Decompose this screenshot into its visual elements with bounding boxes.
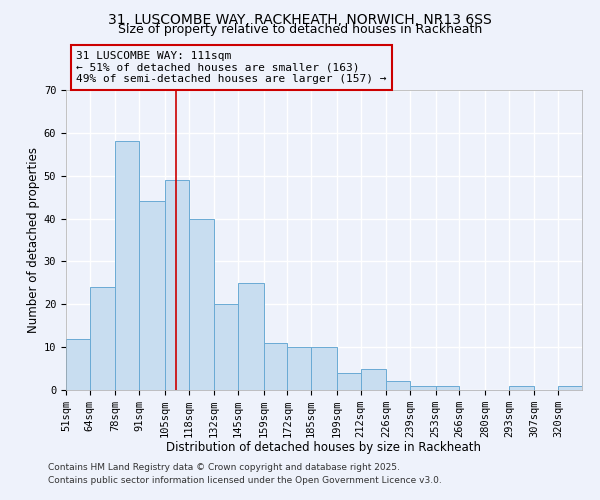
- Bar: [188, 218, 214, 390]
- Bar: [238, 283, 263, 390]
- Bar: [436, 386, 460, 390]
- Bar: [139, 202, 165, 390]
- Text: 31 LUSCOMBE WAY: 111sqm
← 51% of detached houses are smaller (163)
49% of semi-d: 31 LUSCOMBE WAY: 111sqm ← 51% of detache…: [76, 51, 387, 84]
- Text: Contains public sector information licensed under the Open Government Licence v3: Contains public sector information licen…: [48, 476, 442, 485]
- Bar: [165, 180, 188, 390]
- Bar: [263, 343, 287, 390]
- Bar: [410, 386, 436, 390]
- Bar: [558, 386, 582, 390]
- Text: Size of property relative to detached houses in Rackheath: Size of property relative to detached ho…: [118, 22, 482, 36]
- Bar: [214, 304, 238, 390]
- Y-axis label: Number of detached properties: Number of detached properties: [26, 147, 40, 333]
- Bar: [90, 287, 115, 390]
- Bar: [386, 382, 410, 390]
- X-axis label: Distribution of detached houses by size in Rackheath: Distribution of detached houses by size …: [167, 442, 482, 454]
- Bar: [66, 338, 90, 390]
- Bar: [337, 373, 361, 390]
- Text: 31, LUSCOMBE WAY, RACKHEATH, NORWICH, NR13 6SS: 31, LUSCOMBE WAY, RACKHEATH, NORWICH, NR…: [108, 12, 492, 26]
- Bar: [311, 347, 337, 390]
- Text: Contains HM Land Registry data © Crown copyright and database right 2025.: Contains HM Land Registry data © Crown c…: [48, 464, 400, 472]
- Bar: [509, 386, 535, 390]
- Bar: [287, 347, 311, 390]
- Bar: [361, 368, 386, 390]
- Bar: [115, 142, 139, 390]
